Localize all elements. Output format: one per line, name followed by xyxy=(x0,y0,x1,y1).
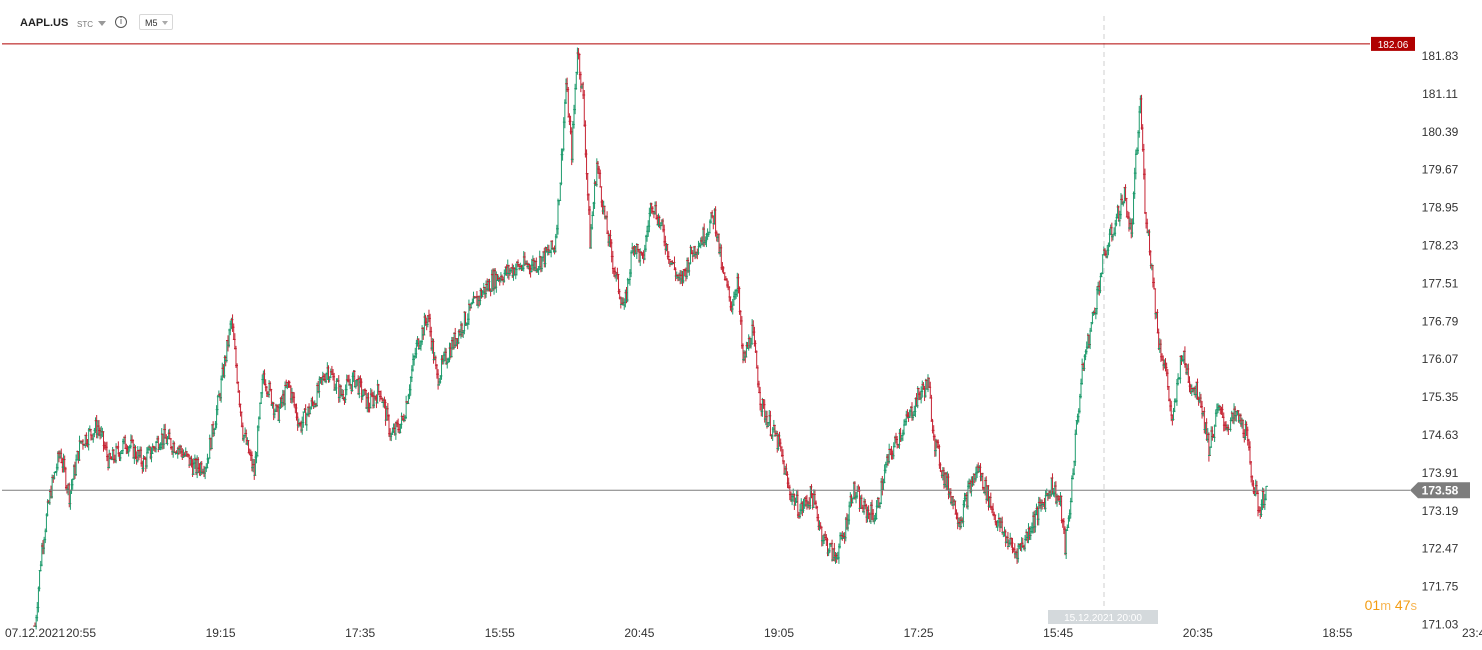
ohlc-bar xyxy=(578,71,583,93)
x-axis: 07.12.2021 20:55 19:15 17:35 15:55 20:45 19:05… xyxy=(5,626,1482,640)
y-tick-label: 176.79 xyxy=(1422,314,1459,328)
ohlc-bar xyxy=(929,394,934,422)
timeframe-select[interactable]: M5 xyxy=(139,14,173,30)
chart-toolbar: AAPL.US STC i M5 xyxy=(0,8,400,34)
info-icon[interactable]: i xyxy=(115,16,127,28)
timer-minutes-unit: m xyxy=(1380,598,1392,613)
timer-seconds-unit: s xyxy=(1410,598,1418,613)
y-tick-label: 178.95 xyxy=(1422,201,1459,215)
timeframe-value: M5 xyxy=(145,18,158,28)
current-price-label: 173.58 xyxy=(1422,483,1459,497)
timeframe-dropdown-icon xyxy=(162,21,168,25)
resistance-price-label: 182.06 xyxy=(1378,40,1409,51)
x-tick-label: 20:45 xyxy=(624,626,654,640)
y-tick-label: 175.35 xyxy=(1422,390,1459,404)
symbol-label[interactable]: AAPL.US xyxy=(20,17,69,29)
ohlc-bar xyxy=(1073,429,1078,467)
x-tick-label: 17:35 xyxy=(345,626,375,640)
symbol-dropdown-icon[interactable] xyxy=(98,21,106,26)
ohlc-bar xyxy=(37,570,42,592)
resistance-price-tag: 182.06 xyxy=(1371,36,1415,51)
y-tick-label: 181.83 xyxy=(1422,49,1459,63)
x-tick-label: 07.12.2021 xyxy=(5,626,65,640)
current-price-tag: 173.58 xyxy=(1410,482,1470,499)
y-axis: 181.83 181.11 180.39 179.67 178.95 178.23 177.… xyxy=(1422,49,1459,632)
x-tick-label: 23:45 xyxy=(1462,626,1482,640)
y-tick-label: 180.39 xyxy=(1422,125,1459,139)
y-tick-label: 174.63 xyxy=(1422,428,1459,442)
candle-countdown: 01m 47s xyxy=(1365,597,1417,613)
ohlc-bars xyxy=(33,47,1268,630)
y-tick-label: 173.19 xyxy=(1422,504,1459,518)
x-tick-label: 17:25 xyxy=(904,626,934,640)
ohlc-bar xyxy=(629,250,634,278)
y-tick-label: 181.11 xyxy=(1422,87,1458,101)
y-tick-label: 178.23 xyxy=(1422,239,1459,253)
ohlc-bar xyxy=(558,182,563,201)
x-tick-label: 15:45 xyxy=(1043,626,1073,640)
y-tick-label: 171.03 xyxy=(1422,618,1459,632)
ohlc-bar xyxy=(1264,485,1268,501)
instrument-type-badge: STC xyxy=(77,20,93,29)
crosshair-date-tag: 15.12.2021 20:00 xyxy=(1048,610,1158,624)
ohlc-bar xyxy=(605,211,610,234)
timer-seconds: 47 xyxy=(1394,597,1411,613)
y-tick-label: 171.75 xyxy=(1422,580,1459,594)
x-tick-label: 19:05 xyxy=(764,626,794,640)
x-tick-label: 20:55 xyxy=(66,626,96,640)
y-tick-label: 173.91 xyxy=(1422,466,1459,480)
y-tick-label: 176.07 xyxy=(1422,352,1459,366)
timer-minutes: 01 xyxy=(1364,597,1381,613)
y-tick-label: 177.51 xyxy=(1422,276,1459,290)
x-tick-label: 19:15 xyxy=(206,626,236,640)
crosshair-date-label: 15.12.2021 20:00 xyxy=(1064,613,1142,624)
x-tick-label: 18:55 xyxy=(1322,626,1352,640)
y-tick-label: 172.47 xyxy=(1422,542,1459,556)
x-tick-label: 20:35 xyxy=(1183,626,1213,640)
ohlc-bar xyxy=(1212,424,1217,442)
y-tick-label: 179.67 xyxy=(1422,163,1459,177)
x-tick-label: 15:55 xyxy=(485,626,515,640)
